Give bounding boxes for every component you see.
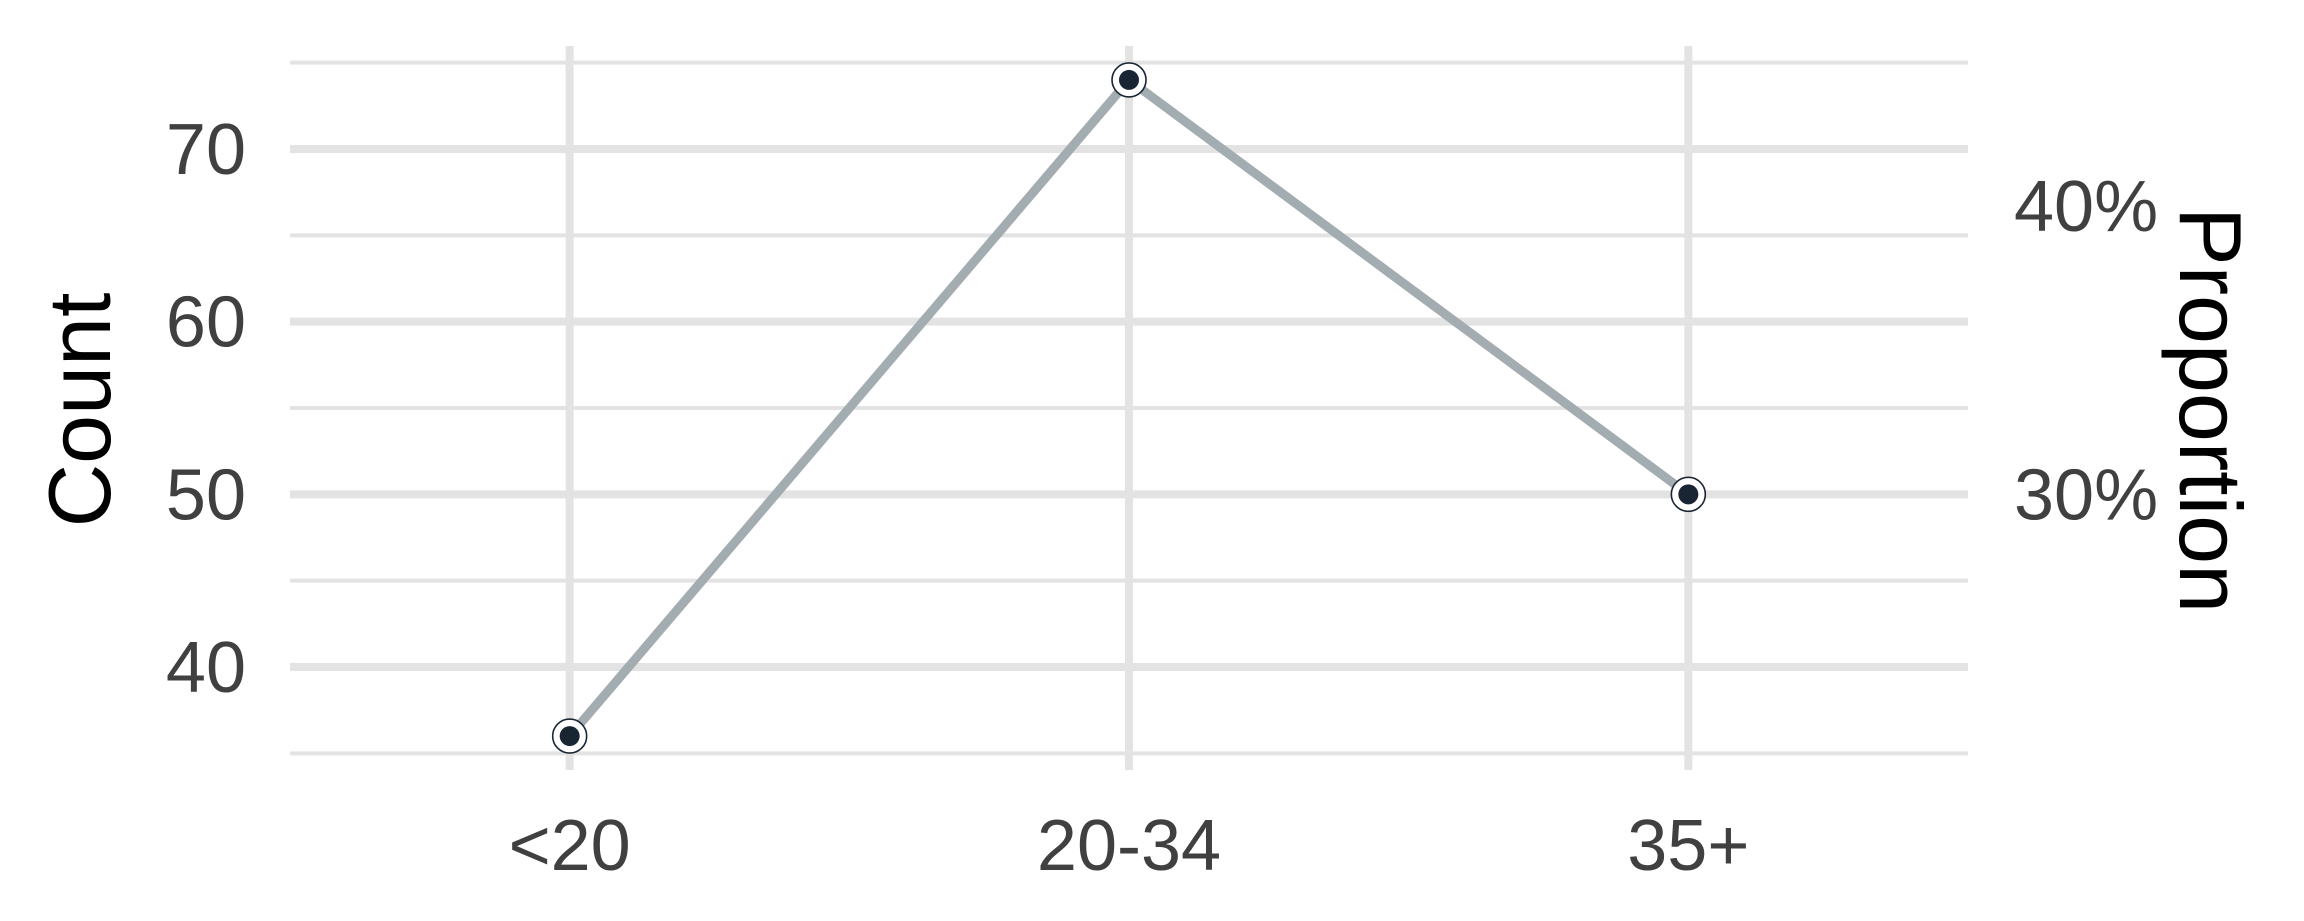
y2-tick-label: 40% [2014,167,2158,247]
x-tick-label: 20-34 [1037,806,1221,886]
y-tick-label: 70 [166,110,246,190]
y2-axis-title: Proportion [2161,207,2260,613]
y-tick-label: 50 [166,455,246,535]
y2-tick-label: 30% [2014,455,2158,535]
x-tick-label: 35+ [1627,806,1749,886]
data-point [559,726,580,747]
series-layer [551,62,1707,754]
data-point [1119,69,1139,90]
y-tick-label: 40 [166,628,246,708]
y-tick-label: 60 [166,283,246,363]
label-layer: 40 50 60 70 <20 20-34 35+ 30% 40% [166,110,2158,886]
data-point [1678,484,1699,505]
y-axis-title: Count [30,293,129,528]
x-tick-label: <20 [509,806,631,886]
grid-layer [290,46,1968,770]
